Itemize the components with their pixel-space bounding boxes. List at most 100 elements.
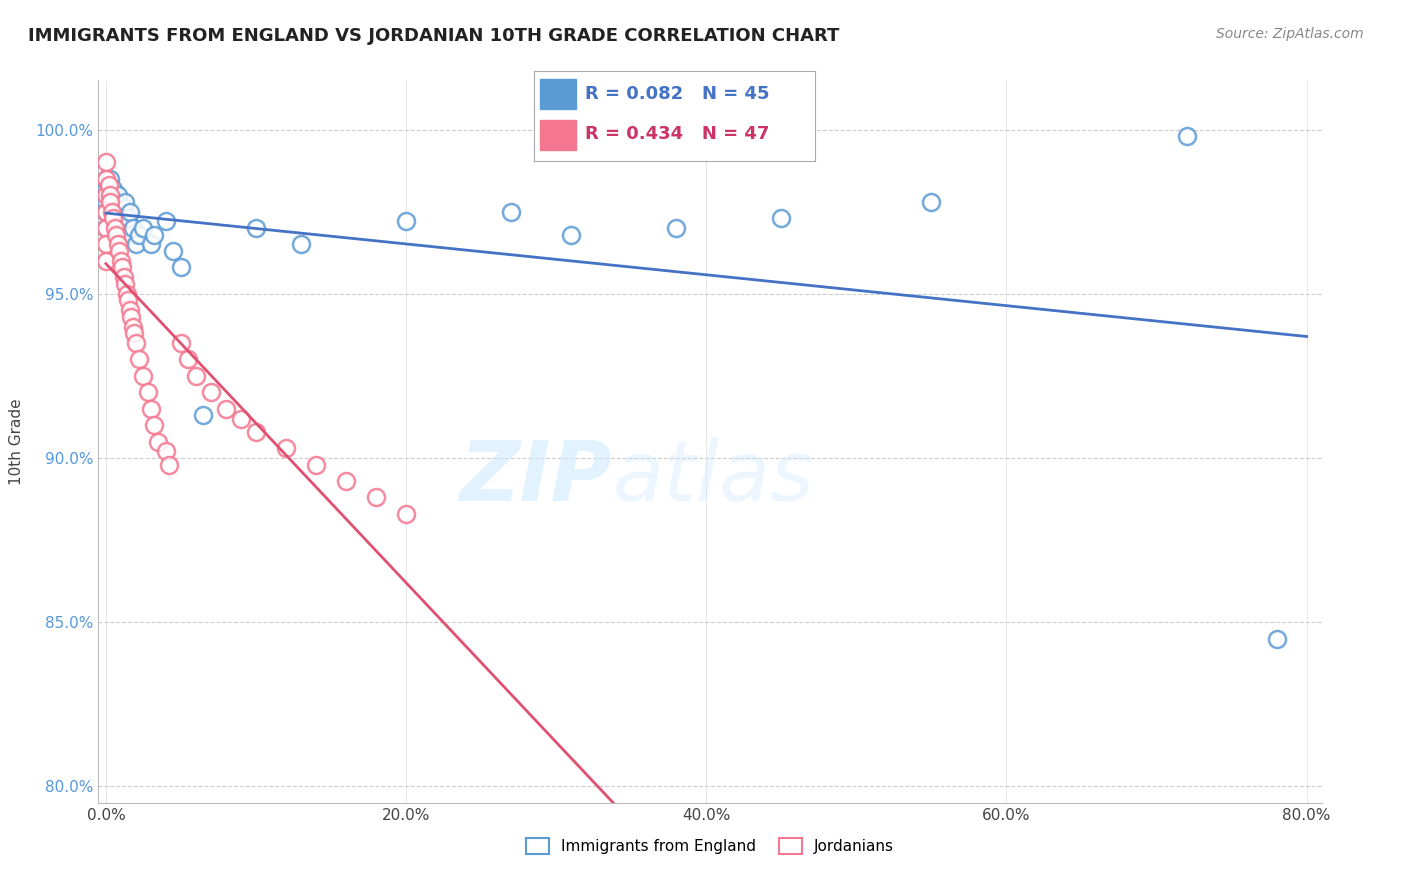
Point: [107, 211, 129, 226]
Point: [335, 474, 357, 488]
Point: [125, 237, 148, 252]
Point: [170, 260, 193, 275]
Point: [100, 171, 122, 186]
Point: [118, 303, 141, 318]
Point: [142, 418, 165, 433]
Point: [395, 507, 418, 521]
Point: [94, 237, 117, 252]
Point: [1265, 632, 1288, 646]
Point: [770, 211, 793, 226]
Text: atlas: atlas: [612, 437, 814, 518]
Text: Source: ZipAtlas.com: Source: ZipAtlas.com: [1216, 27, 1364, 41]
Point: [101, 188, 124, 202]
Point: [142, 227, 165, 242]
Legend: Immigrants from England, Jordanians: Immigrants from England, Jordanians: [520, 832, 900, 860]
Point: [157, 458, 180, 472]
Point: [104, 204, 127, 219]
Point: [118, 204, 141, 219]
Point: [122, 319, 145, 334]
Point: [229, 411, 252, 425]
Point: [112, 202, 135, 216]
Point: [132, 221, 155, 235]
Point: [148, 434, 170, 449]
Point: [560, 227, 582, 242]
Point: [94, 182, 117, 196]
Point: [1175, 129, 1198, 144]
Point: [117, 211, 139, 226]
Point: [193, 409, 215, 423]
Point: [110, 254, 132, 268]
Point: [101, 194, 124, 209]
Point: [105, 227, 128, 242]
Point: [110, 198, 132, 212]
Point: [290, 237, 312, 252]
Point: [200, 385, 222, 400]
Point: [128, 352, 150, 367]
Point: [97, 178, 120, 193]
Point: [115, 286, 138, 301]
Point: [100, 188, 122, 202]
Point: [245, 221, 267, 235]
Point: [94, 221, 117, 235]
Point: [184, 368, 207, 383]
Point: [136, 385, 159, 400]
Point: [155, 214, 177, 228]
Point: [395, 214, 418, 228]
Point: [111, 260, 134, 275]
Point: [107, 188, 129, 202]
Y-axis label: 10th Grade: 10th Grade: [10, 398, 24, 485]
Point: [94, 204, 117, 219]
Bar: [540, 120, 576, 150]
Point: [122, 221, 145, 235]
Point: [94, 204, 117, 219]
Point: [114, 277, 136, 291]
Point: [94, 155, 117, 169]
Point: [128, 227, 150, 242]
Point: [170, 336, 193, 351]
Point: [111, 208, 134, 222]
Point: [115, 221, 138, 235]
Point: [101, 204, 124, 219]
Point: [120, 227, 142, 242]
Point: [364, 491, 387, 505]
Point: [139, 237, 162, 252]
Point: [920, 194, 942, 209]
Text: ZIP: ZIP: [460, 437, 612, 518]
Point: [501, 204, 523, 219]
Point: [100, 194, 122, 209]
Point: [105, 194, 128, 209]
Bar: [540, 79, 576, 109]
Point: [120, 310, 142, 324]
Point: [114, 194, 136, 209]
Point: [305, 458, 328, 472]
Point: [94, 194, 117, 209]
Point: [112, 270, 135, 285]
Point: [215, 401, 238, 416]
Point: [100, 188, 122, 202]
Point: [665, 221, 688, 235]
Point: [103, 211, 125, 226]
Point: [94, 221, 117, 235]
Point: [104, 221, 127, 235]
Point: [103, 182, 125, 196]
Point: [117, 293, 139, 308]
Text: R = 0.434   N = 47: R = 0.434 N = 47: [585, 125, 769, 143]
Point: [108, 244, 131, 258]
Point: [108, 204, 131, 219]
Point: [124, 326, 146, 341]
Point: [274, 441, 297, 455]
Point: [162, 244, 184, 258]
Point: [94, 254, 117, 268]
Point: [94, 188, 117, 202]
Text: IMMIGRANTS FROM ENGLAND VS JORDANIAN 10TH GRADE CORRELATION CHART: IMMIGRANTS FROM ENGLAND VS JORDANIAN 10T…: [28, 27, 839, 45]
Point: [94, 171, 117, 186]
Point: [107, 237, 129, 252]
Point: [110, 214, 132, 228]
Point: [177, 352, 200, 367]
Point: [97, 178, 120, 193]
Point: [245, 425, 267, 439]
Point: [139, 401, 162, 416]
Point: [125, 336, 148, 351]
Point: [132, 368, 155, 383]
Text: R = 0.082   N = 45: R = 0.082 N = 45: [585, 85, 769, 103]
